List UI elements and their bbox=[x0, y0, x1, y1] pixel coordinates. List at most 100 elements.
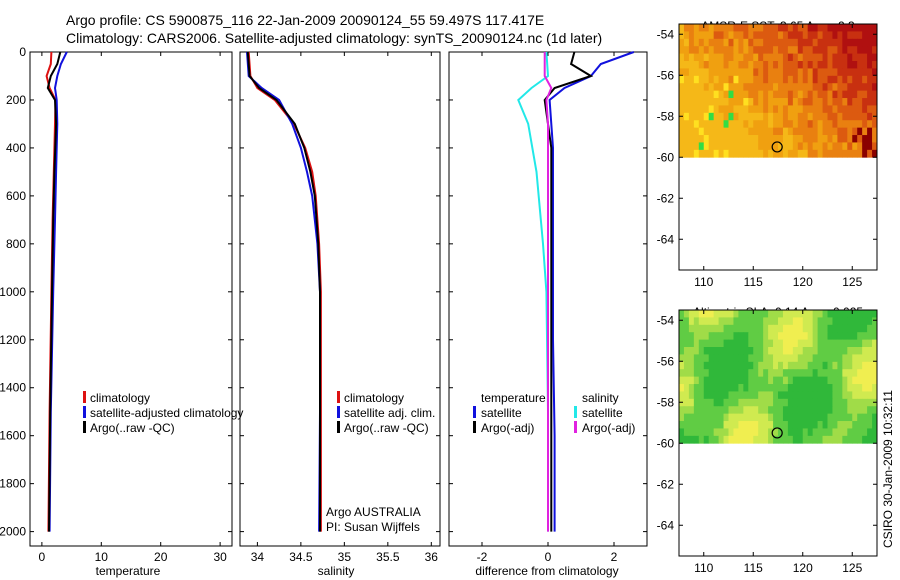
map-cell bbox=[688, 46, 695, 55]
map-cell bbox=[703, 310, 710, 318]
map-cell bbox=[862, 90, 868, 99]
map-cell bbox=[718, 421, 724, 429]
map-cell bbox=[708, 435, 715, 444]
map-cell bbox=[713, 354, 719, 363]
map-cell bbox=[718, 142, 724, 151]
map-cell bbox=[708, 90, 715, 99]
map-cell bbox=[802, 83, 809, 92]
map-cell bbox=[827, 112, 833, 121]
map-cell bbox=[768, 46, 774, 55]
map-cell bbox=[827, 369, 833, 378]
map-cell bbox=[782, 31, 789, 40]
map-cell bbox=[738, 324, 744, 333]
map-cell bbox=[679, 98, 685, 106]
map-cell bbox=[703, 105, 710, 114]
map-cell bbox=[768, 421, 774, 429]
map-cell bbox=[763, 120, 769, 129]
map-cell bbox=[847, 413, 853, 422]
map-cell bbox=[852, 376, 858, 385]
map-cell bbox=[797, 135, 804, 143]
map-cell bbox=[832, 384, 838, 392]
map-cell bbox=[862, 53, 868, 62]
map-cell bbox=[862, 38, 868, 47]
map-cell bbox=[743, 112, 749, 121]
map-cell bbox=[778, 142, 784, 151]
map-cell bbox=[743, 347, 749, 355]
map-cell bbox=[723, 435, 729, 444]
map-cell bbox=[728, 391, 734, 400]
map-cell bbox=[832, 421, 838, 429]
map-cell bbox=[847, 53, 853, 62]
map-cell bbox=[748, 384, 754, 392]
map-cell bbox=[748, 142, 754, 151]
map-cell bbox=[778, 83, 784, 92]
map-cell bbox=[842, 105, 848, 114]
map-cell bbox=[688, 68, 695, 77]
map-cell bbox=[832, 398, 838, 407]
salinity-panel-frame bbox=[239, 51, 441, 547]
map-cell bbox=[679, 406, 685, 415]
map-cell bbox=[728, 361, 734, 370]
y-tick-label: 1200 bbox=[0, 333, 26, 347]
map-cell bbox=[723, 83, 729, 92]
map-cell bbox=[837, 428, 843, 437]
map-cell bbox=[688, 347, 695, 355]
map-cell bbox=[773, 38, 779, 47]
map-cell bbox=[763, 61, 769, 69]
map-cell bbox=[817, 310, 823, 318]
map-cell bbox=[842, 354, 848, 363]
map-cell bbox=[728, 75, 734, 84]
map-cell bbox=[867, 339, 873, 348]
map-cell bbox=[708, 75, 715, 84]
map-cell bbox=[867, 38, 873, 47]
map-cell bbox=[723, 120, 729, 129]
map-cell bbox=[852, 24, 858, 32]
map-cell bbox=[797, 428, 804, 437]
map-cell bbox=[797, 310, 804, 318]
map-cell bbox=[807, 435, 814, 444]
map-cell bbox=[743, 24, 749, 32]
map-cell bbox=[683, 135, 690, 143]
map-cell bbox=[857, 421, 863, 429]
map-cell bbox=[698, 83, 705, 92]
map-cell bbox=[768, 53, 774, 62]
map-cell bbox=[802, 384, 809, 392]
map-cell bbox=[743, 90, 749, 99]
map-cell bbox=[733, 83, 739, 92]
map-cell bbox=[837, 369, 843, 378]
map-cell bbox=[817, 398, 823, 407]
map-cell bbox=[822, 421, 828, 429]
map-cell bbox=[852, 332, 858, 341]
map-cell bbox=[748, 421, 754, 429]
map-cell bbox=[698, 391, 705, 400]
map-cell bbox=[738, 413, 744, 422]
map-cell bbox=[867, 310, 873, 318]
map-cell bbox=[842, 406, 848, 415]
map-cell bbox=[688, 406, 695, 415]
map-cell bbox=[688, 369, 695, 378]
map-cell bbox=[773, 435, 779, 444]
map-cell bbox=[827, 46, 833, 55]
map-cell bbox=[738, 421, 744, 429]
map-cell bbox=[733, 339, 739, 348]
map-cell bbox=[703, 406, 710, 415]
map-cell bbox=[698, 127, 705, 136]
map-cell bbox=[743, 406, 749, 415]
map-cell bbox=[773, 68, 779, 77]
profile-line-argo-raw-qc- bbox=[246, 51, 321, 532]
map-cell bbox=[679, 384, 685, 392]
map-cell bbox=[683, 435, 690, 444]
map-cell bbox=[807, 347, 814, 355]
map-cell bbox=[782, 421, 789, 429]
map-cell bbox=[797, 112, 804, 121]
map-cell bbox=[797, 53, 804, 62]
map-cell bbox=[763, 324, 769, 333]
map-cell bbox=[768, 413, 774, 422]
x-tick-label: 120 bbox=[793, 275, 813, 289]
map-cell bbox=[792, 406, 799, 415]
map-cell bbox=[857, 120, 863, 129]
map-cell bbox=[832, 46, 838, 55]
map-cell bbox=[683, 391, 690, 400]
map-cell bbox=[743, 83, 749, 92]
map-cell bbox=[792, 339, 799, 348]
